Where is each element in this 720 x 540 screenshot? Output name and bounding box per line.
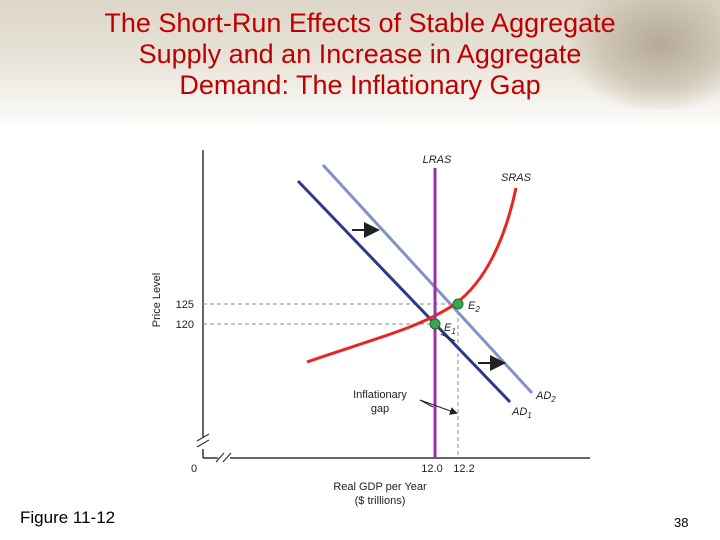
slide-number: 38 (674, 515, 689, 530)
sras-curve (306, 187, 518, 364)
e1-label: E1 (444, 322, 456, 336)
ad2-curve (321, 163, 534, 395)
gap-pointer-arrow (419, 399, 458, 415)
inflationary-gap-annotation: Inflationary (353, 389, 407, 401)
e2-label: E2 (468, 300, 480, 314)
slide-title: The Short-Run Effects of Stable Aggregat… (104, 8, 616, 100)
x-axis-label: Real GDP per Year (333, 481, 427, 493)
origin-label: 0 (191, 463, 197, 475)
e2-point (452, 298, 464, 310)
ad2-label: AD2 (535, 390, 556, 404)
sras-label: SRAS (501, 172, 532, 184)
ad1-curve (296, 179, 512, 404)
y-tick-125: 125 (176, 299, 194, 311)
header-background-image (570, 0, 720, 110)
y-axis-label: Price Level (151, 273, 163, 327)
e1-pointer (440, 333, 456, 342)
figure-label: Figure 11-12 (20, 508, 116, 527)
y-tick-120: 120 (176, 319, 194, 331)
x-axis-break-mark-1 (215, 452, 225, 463)
x-tick-12.2: 12.2 (453, 463, 474, 475)
inflationary-gap-annotation-line2: gap (371, 403, 389, 415)
y-axis-break-mark-1 (196, 433, 210, 442)
e1-point (429, 318, 441, 330)
x-axis-unit-label: ($ trillions) (355, 495, 406, 507)
y-axis-break-mark-2 (196, 439, 210, 448)
ad1-label: AD1 (511, 406, 532, 420)
x-tick-12.0: 12.0 (421, 463, 442, 475)
lras-label: LRAS (423, 154, 452, 166)
x-axis-break-mark-2 (222, 452, 232, 463)
